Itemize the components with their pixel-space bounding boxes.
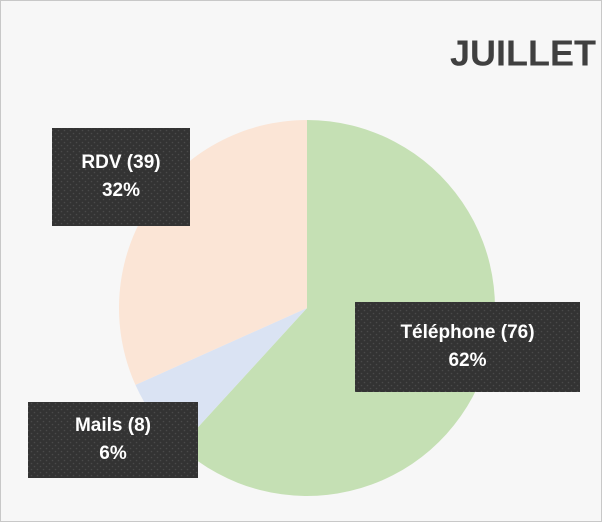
label-box xyxy=(52,128,190,226)
percentage-label: 6% xyxy=(99,443,127,464)
percentage-label: 62% xyxy=(448,350,486,371)
chart-title: JUILLET xyxy=(450,33,596,74)
label-box xyxy=(355,302,580,392)
data-label: Mails (8) xyxy=(75,415,151,436)
data-label: Téléphone (76) xyxy=(400,322,534,343)
data-label: RDV (39) xyxy=(81,152,160,173)
label-box xyxy=(28,402,198,478)
pie-slice xyxy=(180,120,496,497)
percentage-label: 32% xyxy=(102,180,140,201)
data-labels: Téléphone (76) 62% Mails (8) 6% RDV (39) 32% xyxy=(28,128,580,478)
